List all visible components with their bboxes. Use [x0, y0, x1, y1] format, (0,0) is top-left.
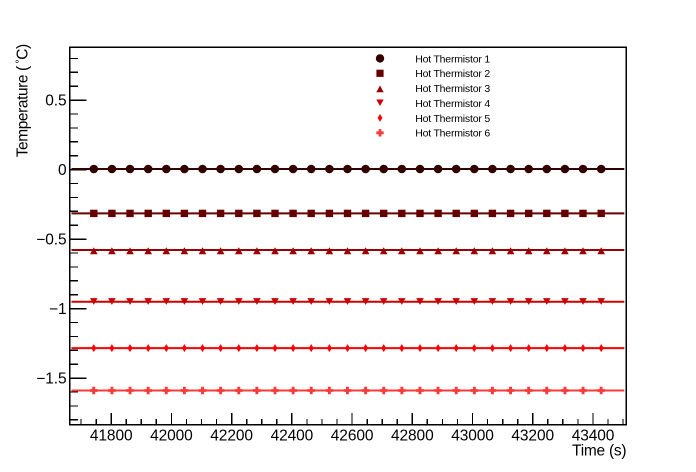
svg-text:43000: 43000	[451, 427, 494, 444]
svg-text:42600: 42600	[331, 427, 374, 444]
svg-text:Hot Thermistor 1: Hot Thermistor 1	[415, 53, 490, 65]
svg-text:Hot Thermistor 6: Hot Thermistor 6	[415, 128, 490, 140]
svg-text:−0.5: −0.5	[36, 231, 66, 248]
svg-text:Time (s): Time (s)	[572, 442, 626, 459]
svg-text:Temperature ( °C): Temperature ( °C)	[14, 44, 32, 157]
svg-text:−1.5: −1.5	[36, 370, 66, 387]
svg-text:Hot Thermistor 2: Hot Thermistor 2	[415, 68, 490, 80]
svg-text:43200: 43200	[511, 427, 554, 444]
svg-text:43400: 43400	[572, 427, 615, 444]
svg-text:Hot Thermistor 3: Hot Thermistor 3	[415, 83, 490, 95]
svg-text:42000: 42000	[150, 427, 193, 444]
svg-text:Hot Thermistor 4: Hot Thermistor 4	[415, 98, 490, 110]
svg-text:0: 0	[58, 162, 67, 179]
svg-text:42200: 42200	[210, 427, 253, 444]
svg-text:0.5: 0.5	[45, 92, 66, 109]
svg-text:42400: 42400	[271, 427, 314, 444]
svg-text:42800: 42800	[391, 427, 434, 444]
svg-text:−1: −1	[49, 301, 66, 318]
svg-text:Hot Thermistor 5: Hot Thermistor 5	[415, 113, 490, 125]
svg-text:41800: 41800	[90, 427, 133, 444]
